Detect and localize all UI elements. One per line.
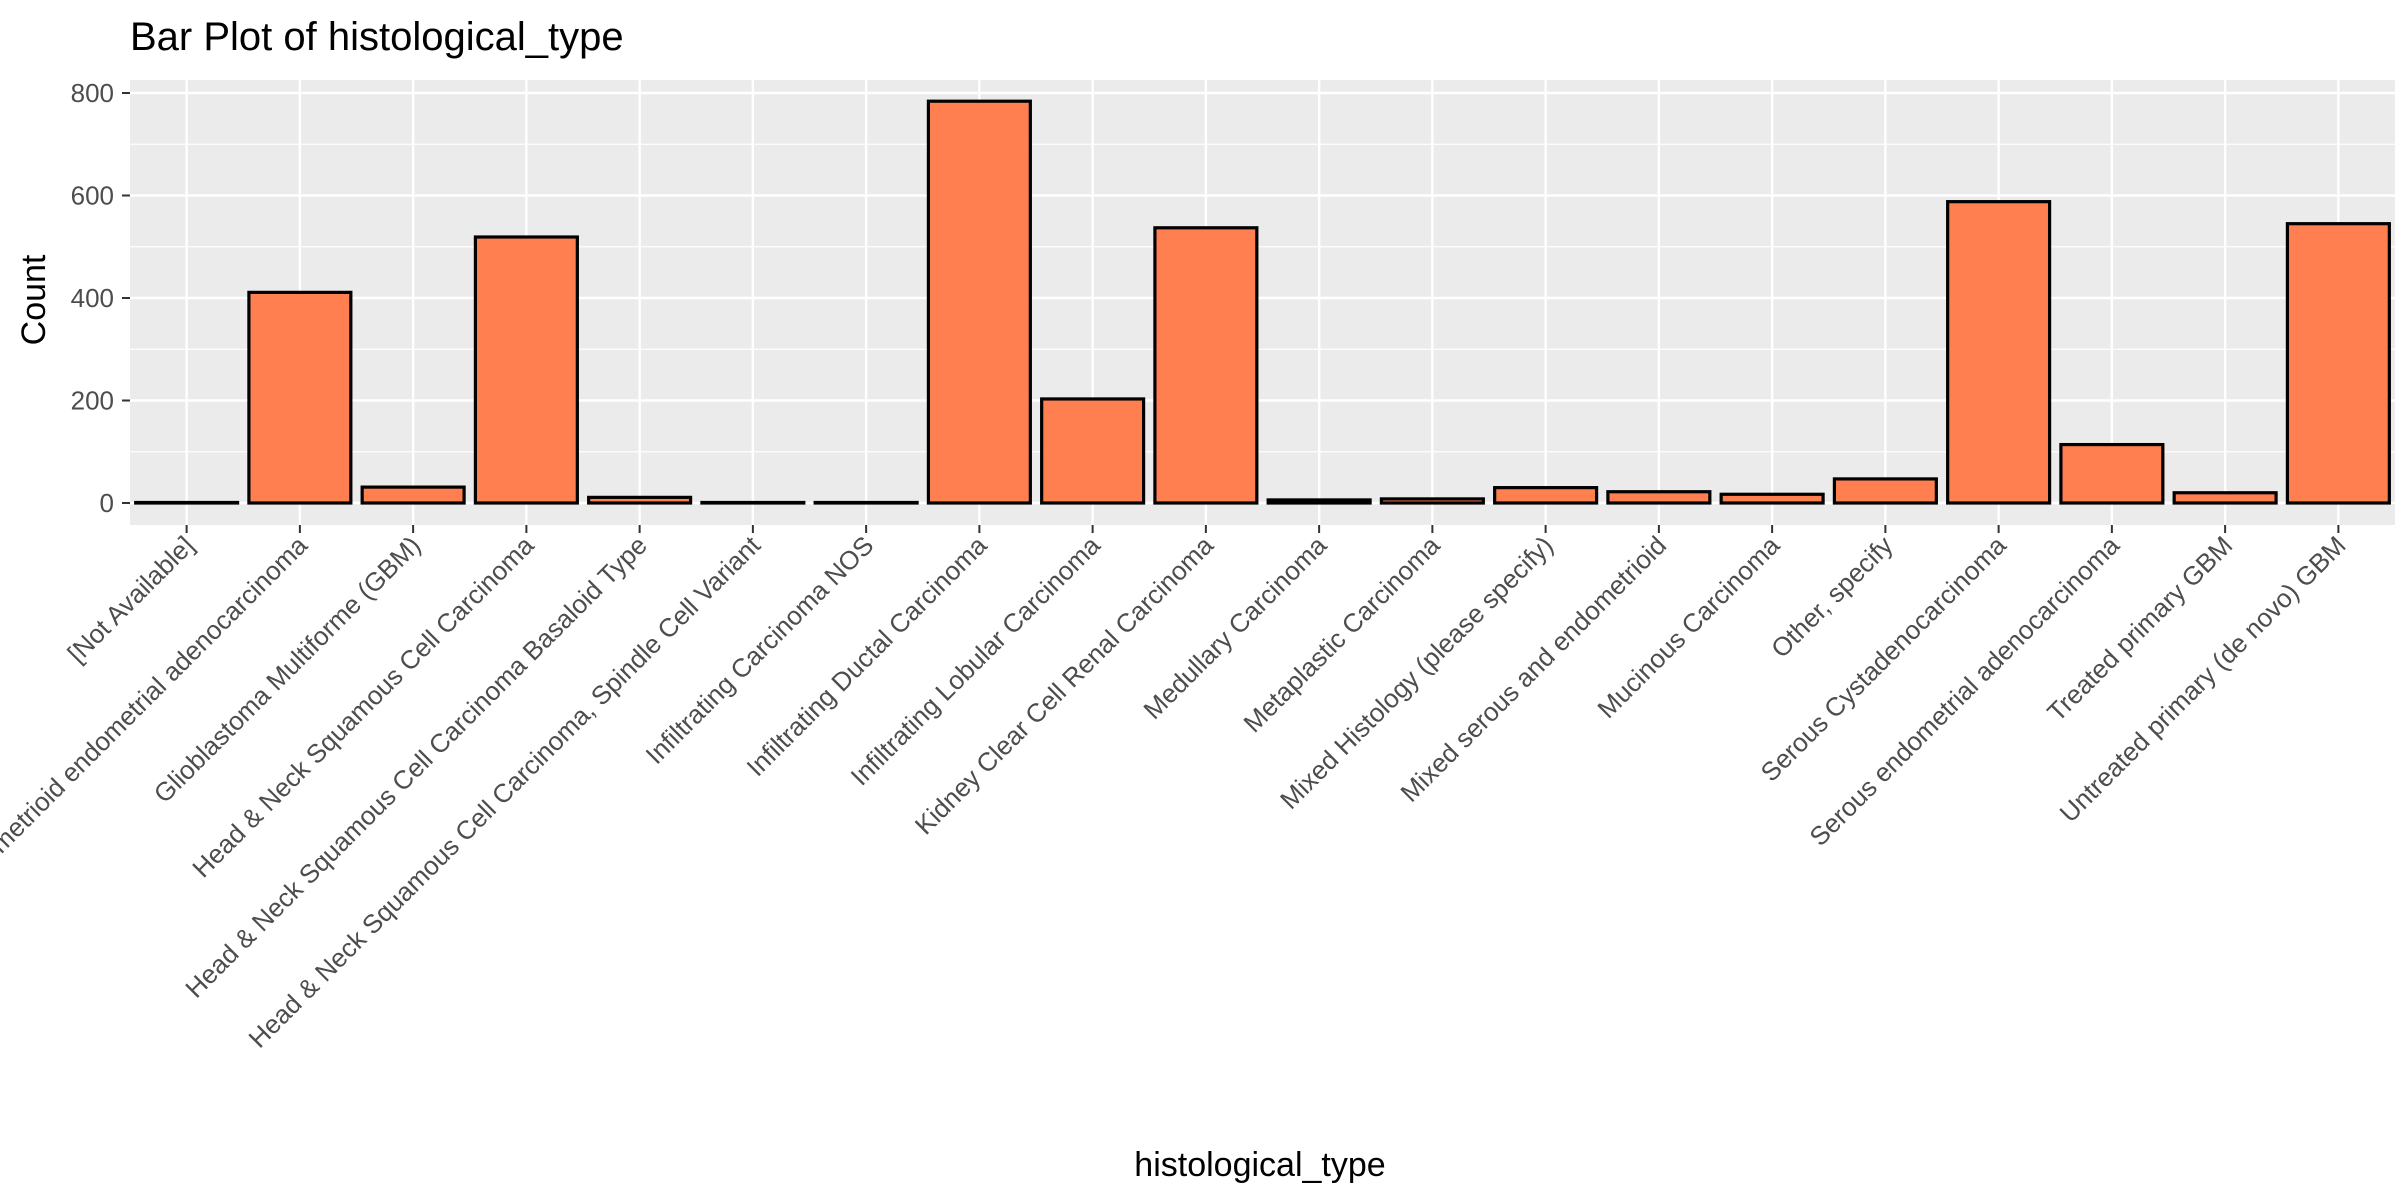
bar — [247, 290, 353, 505]
bar — [1266, 498, 1372, 505]
x-tick-label: Head & Neck Squamous Cell Carcinoma, Spi… — [242, 529, 766, 1053]
bar — [1153, 226, 1259, 505]
x-axis: [Not Available]Endometrioid endometrial … — [0, 525, 2352, 1054]
chart-title: Bar Plot of histological_type — [130, 15, 624, 59]
y-axis-title: Count — [15, 254, 53, 345]
y-tick-label: 400 — [71, 283, 114, 313]
bar — [1832, 477, 1938, 505]
y-tick-label: 200 — [71, 386, 114, 416]
bar — [1606, 490, 1712, 505]
bar — [1946, 200, 2052, 505]
bar — [134, 500, 240, 505]
bar — [1719, 492, 1825, 505]
x-tick-label: Infiltrating Carcinoma NOS — [639, 530, 879, 770]
bar — [2172, 491, 2278, 505]
y-tick-label: 800 — [71, 78, 114, 108]
bar — [2059, 442, 2165, 505]
bar — [926, 99, 1032, 505]
bar — [587, 495, 693, 505]
bar — [700, 500, 806, 505]
y-tick-label: 0 — [100, 488, 114, 518]
x-tick-label: Metaplastic Carcinoma — [1237, 530, 1446, 739]
bar — [1040, 397, 1146, 505]
y-tick-label: 600 — [71, 181, 114, 211]
bar — [473, 235, 579, 505]
x-tick-label: Infiltrating Ductal Carcinoma — [740, 530, 993, 783]
bar — [2285, 222, 2391, 505]
plot-panel — [130, 80, 2395, 525]
bars — [134, 99, 2391, 505]
y-axis: 0 200 400 600 800 — [71, 78, 130, 518]
x-tick-label: Serous Cystadenocarcinoma — [1755, 530, 2013, 788]
bar — [1379, 497, 1485, 505]
x-tick-label: Medullary Carcinoma — [1137, 530, 1332, 725]
x-tick-label: Mucinous Carcinoma — [1591, 530, 1785, 724]
x-axis-title: histological_type — [1134, 1146, 1385, 1184]
x-tick-label: Treated primary GBM — [2041, 530, 2238, 727]
bar — [360, 485, 466, 505]
bar — [1493, 486, 1599, 505]
bar — [813, 500, 919, 505]
